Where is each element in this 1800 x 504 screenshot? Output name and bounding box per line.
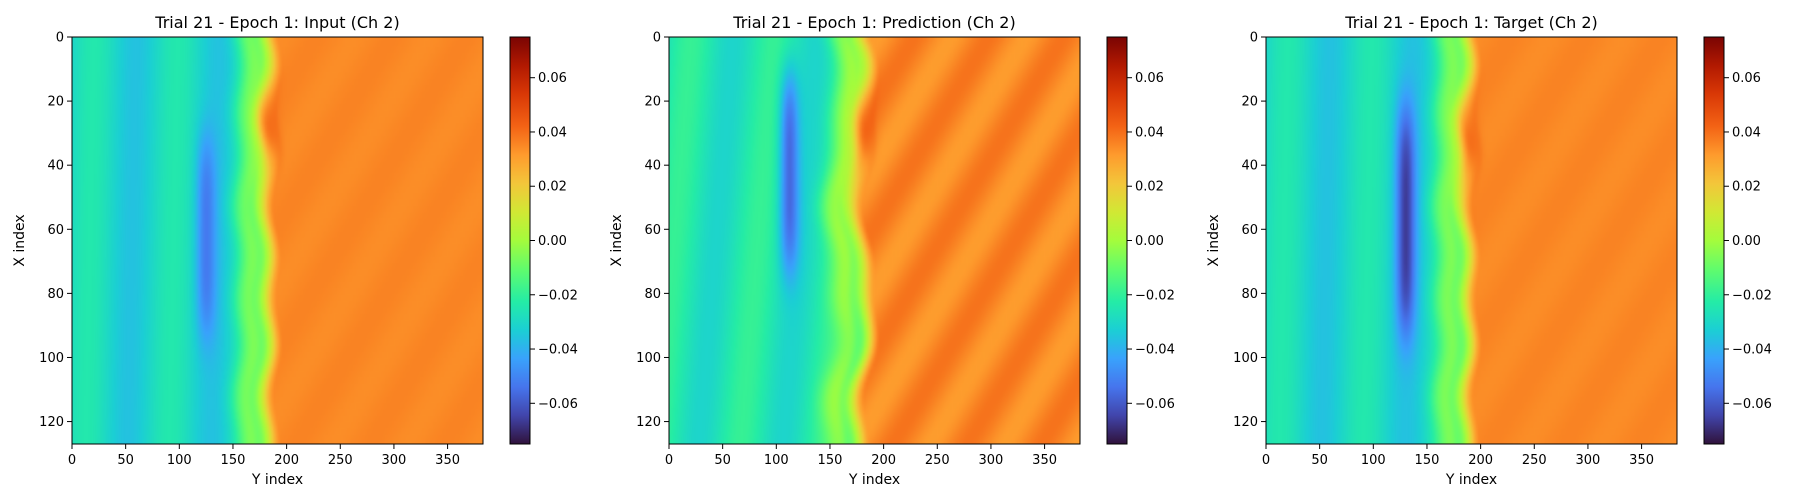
colorbar-tick-label: −0.04 [1135,343,1175,358]
x-tick-label: 300 [1576,453,1601,468]
y-tick-label: 20 [1241,95,1258,110]
colorbar-tick-label: 0.06 [1135,71,1164,86]
y-tick-label: 40 [47,159,64,174]
colorbar-tick-label: −0.06 [1732,397,1772,412]
colorbar-tick-label: 0.00 [538,234,567,249]
x-tick-label: 250 [1522,453,1547,468]
y-tick-label: 100 [39,351,64,366]
y-tick-label: 120 [1233,415,1258,430]
colorbar [1703,36,1725,445]
colorbar-tick-label: −0.04 [1732,343,1772,358]
y-axis-label: X index [1206,214,1222,266]
colorbar-tick-label: −0.02 [1732,288,1772,303]
y-tick-label: 0 [1250,31,1258,46]
colorbar-tick-label: −0.06 [538,397,578,412]
colorbar [1106,36,1128,445]
x-tick-label: 350 [435,453,460,468]
y-tick-label: 20 [644,95,661,110]
y-tick-label: 40 [1241,159,1258,174]
chart-title: Trial 21 - Epoch 1: Target (Ch 2) [1344,13,1597,32]
chart-panel-3: Trial 21 - Epoch 1: Target (Ch 2) 0 50 100 1… [1206,13,1772,488]
x-axis-label: Y index [1445,472,1497,488]
axes-frame [71,36,484,445]
y-tick-label: 60 [1241,223,1258,238]
colorbar-tick-label: 0.02 [1732,180,1761,195]
colorbar-tick-label: −0.04 [538,343,578,358]
y-tick-label: 60 [644,223,661,238]
colorbar-tick-label: 0.04 [1135,125,1164,140]
y-tick-label: 100 [1233,351,1258,366]
x-tick-label: 250 [328,453,353,468]
colorbar-tick-label: 0.06 [538,71,567,86]
x-tick-label: 100 [1361,453,1386,468]
y-tick-label: 80 [1241,287,1258,302]
x-tick-label: 100 [764,453,789,468]
y-tick-label: 120 [39,415,64,430]
y-axis-label: X index [609,214,625,266]
x-tick-label: 0 [1262,453,1270,468]
y-tick-label: 0 [56,31,64,46]
x-tick-label: 150 [818,453,843,468]
x-tick-label: 0 [665,453,673,468]
heatmap-image [669,37,1080,444]
colorbar-tick-label: 0.00 [1135,234,1164,249]
x-tick-label: 100 [167,453,192,468]
x-tick-label: 350 [1629,453,1654,468]
colorbar-tick-label: 0.02 [1135,180,1164,195]
axes-frame [1265,36,1678,445]
y-tick-label: 80 [47,287,64,302]
y-tick-label: 20 [47,95,64,110]
chart-panel-2: Trial 21 - Epoch 1: Prediction (Ch 2) 0 50… [609,13,1175,488]
x-tick-label: 300 [382,453,407,468]
x-tick-label: 150 [221,453,246,468]
x-tick-label: 50 [1311,453,1328,468]
heatmap-image [72,37,483,444]
x-tick-label: 200 [871,453,896,468]
colorbar-tick-label: 0.02 [538,180,567,195]
colorbar-tick-label: 0.00 [1732,234,1761,249]
x-axis-label: Y index [251,472,303,488]
y-tick-label: 100 [636,351,661,366]
y-tick-label: 80 [644,287,661,302]
chart-panel-1: Trial 21 - Epoch 1: Input (Ch 2) 0 50 100 15… [12,13,578,488]
y-tick-label: 0 [653,31,661,46]
y-tick-label: 60 [47,223,64,238]
colorbar [509,36,531,445]
x-tick-label: 0 [68,453,76,468]
x-tick-label: 50 [714,453,731,468]
chart-title: Trial 21 - Epoch 1: Prediction (Ch 2) [732,13,1015,32]
colorbar-tick-label: 0.06 [1732,71,1761,86]
axes-frame [668,36,1081,445]
colorbar-tick-label: −0.06 [1135,397,1175,412]
x-tick-label: 50 [117,453,134,468]
x-tick-label: 250 [925,453,950,468]
x-tick-label: 200 [274,453,299,468]
x-tick-label: 300 [979,453,1004,468]
colorbar-tick-label: 0.04 [538,125,567,140]
x-tick-label: 200 [1468,453,1493,468]
y-tick-label: 120 [636,415,661,430]
y-tick-label: 40 [644,159,661,174]
colorbar-tick-label: −0.02 [538,288,578,303]
y-axis-label: X index [12,214,28,266]
heatmap-image [1266,37,1677,444]
x-axis-label: Y index [848,472,900,488]
colorbar-tick-label: 0.04 [1732,125,1761,140]
x-tick-label: 350 [1032,453,1057,468]
x-tick-label: 150 [1415,453,1440,468]
colorbar-tick-label: −0.02 [1135,288,1175,303]
chart-title: Trial 21 - Epoch 1: Input (Ch 2) [154,13,399,32]
